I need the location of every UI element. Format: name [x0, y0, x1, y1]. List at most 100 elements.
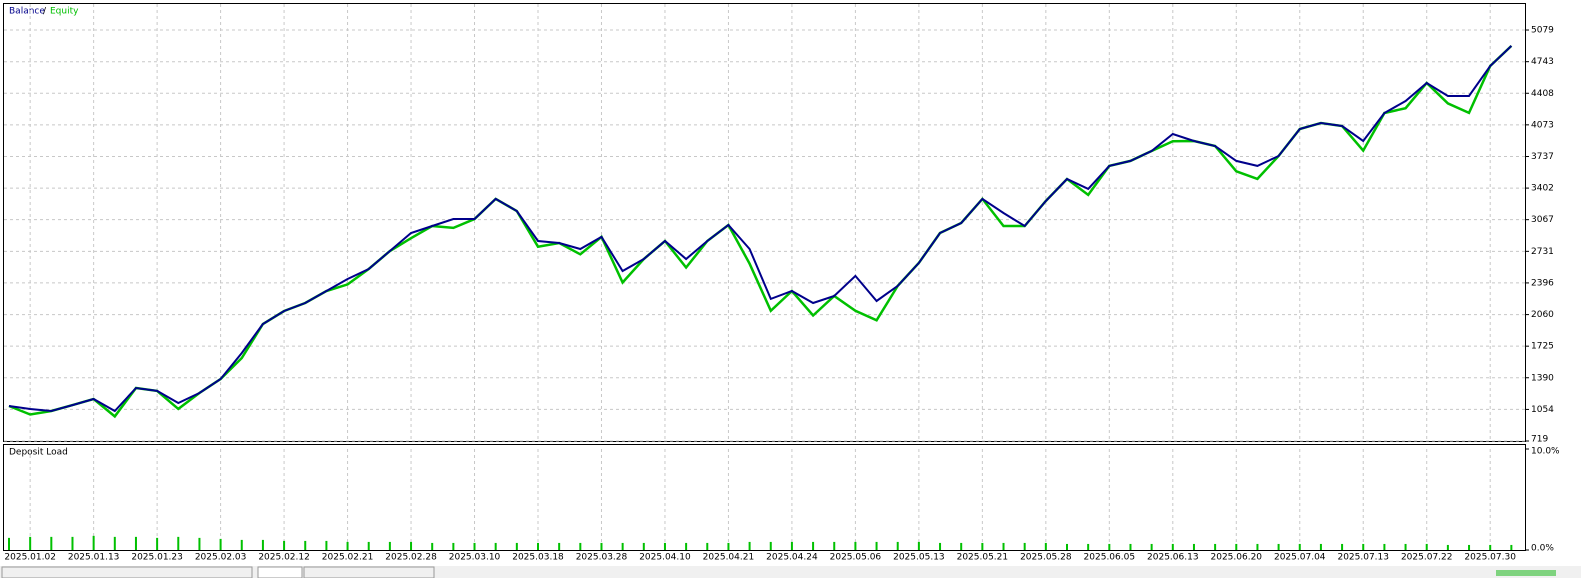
x-tick-label: 2025.04.21 — [703, 553, 755, 563]
bar — [198, 537, 201, 550]
deposit-panel — [3, 444, 1526, 551]
bar — [875, 541, 878, 550]
bar — [325, 540, 328, 550]
bar — [790, 541, 793, 550]
bar — [29, 536, 32, 550]
y-tick-label: 2396 — [1531, 278, 1554, 288]
bar — [1383, 543, 1386, 550]
x-tick-label: 2025.02.28 — [385, 553, 437, 563]
bar — [388, 541, 391, 550]
x-tick-label: 2025.05.21 — [957, 553, 1009, 563]
bar — [1362, 543, 1365, 550]
bar — [537, 542, 539, 550]
bar — [1192, 543, 1195, 550]
bar — [727, 542, 730, 550]
bar — [1256, 543, 1259, 550]
series-line — [8, 45, 1513, 413]
tab[interactable] — [257, 566, 303, 578]
bar — [1214, 543, 1217, 550]
bar — [473, 542, 476, 550]
bar — [304, 540, 307, 550]
x-tick-label: 2025.07.13 — [1337, 553, 1389, 563]
bar — [1044, 542, 1047, 550]
bar — [812, 541, 815, 550]
legend-entry: Balance — [9, 7, 45, 17]
bar — [1150, 543, 1153, 550]
bar — [50, 536, 53, 550]
bar — [113, 536, 116, 550]
bar — [769, 541, 772, 550]
main-panel — [3, 3, 1526, 442]
x-tick-label: 2025.06.05 — [1084, 553, 1136, 563]
y-tick-label: 3067 — [1531, 215, 1554, 225]
bar — [1277, 543, 1280, 550]
bar — [1108, 543, 1111, 550]
bar — [1468, 544, 1471, 550]
bar — [748, 541, 751, 550]
legend-entry: Equity — [50, 7, 79, 17]
tab[interactable] — [1, 566, 253, 578]
panel-title: Deposit Load — [9, 448, 68, 458]
y-tick-label: 10.0% — [1531, 447, 1560, 457]
y-tick-label: 4408 — [1531, 89, 1554, 99]
progress — [1496, 570, 1556, 576]
x-tick-label: 2025.02.21 — [322, 553, 374, 563]
bar — [1425, 543, 1428, 550]
bar — [981, 542, 984, 550]
x-tick-label: 2025.03.18 — [512, 553, 564, 563]
bar — [917, 541, 920, 550]
x-tick-label: 2025.02.03 — [195, 553, 247, 563]
bar — [452, 542, 455, 550]
bar — [134, 536, 137, 550]
bar — [1446, 544, 1449, 550]
x-tick-label: 2025.01.13 — [68, 553, 120, 563]
x-tick-label: 2025.06.20 — [1211, 553, 1263, 563]
bar — [1023, 542, 1026, 550]
bar — [896, 541, 899, 550]
y-tick-label: 1725 — [1531, 342, 1554, 352]
bar — [960, 542, 963, 550]
bar — [431, 542, 434, 550]
legend-separator: / — [43, 7, 47, 17]
bar — [1298, 543, 1301, 550]
bar — [240, 539, 243, 550]
y-tick-label: 719 — [1531, 435, 1548, 445]
bar — [854, 541, 857, 550]
bar — [663, 542, 666, 550]
bar — [92, 535, 95, 550]
x-tick-label: 2025.03.10 — [449, 553, 501, 563]
bar — [642, 542, 645, 550]
x-tick-label: 2025.01.23 — [131, 553, 183, 563]
bar — [283, 540, 286, 550]
x-tick-label: 2025.01.02 — [4, 553, 56, 563]
bar — [706, 542, 709, 550]
bar — [939, 542, 942, 550]
y-tick-label: 2060 — [1531, 310, 1554, 320]
x-tick-label: 2025.07.22 — [1401, 553, 1453, 563]
bar — [1129, 543, 1132, 550]
tab[interactable] — [303, 566, 435, 578]
bar — [1087, 543, 1090, 550]
bar — [600, 542, 603, 550]
bar — [156, 537, 159, 550]
bar — [367, 541, 370, 550]
x-tick-label: 2025.04.10 — [639, 553, 691, 563]
bar — [1319, 543, 1322, 550]
bar — [219, 538, 222, 550]
x-tick-label: 2025.04.24 — [766, 553, 818, 563]
bar — [579, 542, 582, 550]
y-tick-label: 3402 — [1531, 184, 1554, 194]
x-tick-label: 2025.06.13 — [1147, 553, 1199, 563]
bar — [494, 542, 497, 550]
bar — [515, 542, 518, 550]
y-tick-label: 1054 — [1531, 405, 1554, 415]
bar — [1341, 543, 1344, 550]
x-tick-label: 2025.05.06 — [830, 553, 882, 563]
x-tick-label: 2025.05.13 — [893, 553, 945, 563]
bar — [1002, 542, 1005, 550]
x-tick-label: 2025.07.30 — [1464, 553, 1516, 563]
bar — [1171, 543, 1174, 550]
bar — [1510, 544, 1513, 550]
